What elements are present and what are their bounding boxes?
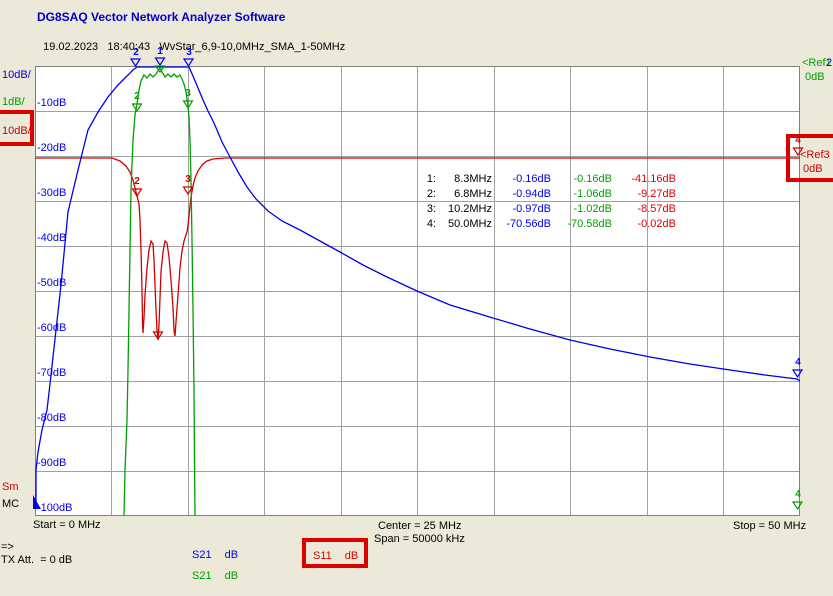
- marker-s21-green: -70.58dB: [567, 218, 612, 230]
- marker-id: 1:: [426, 173, 436, 185]
- legend-s21-blue-unit[interactable]: dB: [224, 549, 239, 561]
- legend-s21-green-unit[interactable]: dB: [224, 570, 239, 582]
- marker-3-blue-number[interactable]: 3: [186, 47, 192, 58]
- y-axis-label: -90dB: [37, 457, 67, 469]
- marker-table-row: 2: 6.8MHz -0.94dB -1.06dB -9.27dB: [404, 188, 676, 200]
- marker-table-row: 1: 8.3MHz -0.16dB -0.16dB -41.16dB: [404, 173, 676, 185]
- ref3-red-value: 0dB: [803, 163, 823, 175]
- scale-red-label[interactable]: 10dB/: [2, 125, 31, 137]
- y-axis-label: -20dB: [37, 142, 67, 154]
- ref2-blue-label[interactable]: 2: [826, 57, 833, 69]
- y-axis-label: -100dB: [37, 502, 73, 514]
- legend-s21-green-label[interactable]: S21: [192, 570, 212, 582]
- marker-2-red-number[interactable]: 2: [134, 176, 140, 187]
- marker-s11-red: -8.57dB: [637, 203, 676, 215]
- marker-4-red-icon[interactable]: [792, 147, 804, 157]
- y-axis-label: -70dB: [37, 367, 67, 379]
- marker-s21-green: -0.16dB: [573, 173, 612, 185]
- marker-id: 2:: [426, 188, 436, 200]
- legend-s11-red-label[interactable]: S11: [313, 550, 332, 562]
- marker-s21-blue: -0.94dB: [512, 188, 551, 200]
- marker-frequency: 50.0MHz: [447, 218, 492, 230]
- marker-3-red-number[interactable]: 3: [185, 174, 191, 185]
- annotation-box-scale-red: [0, 110, 34, 146]
- tx-attenuation-label: TX Att. = 0 dB: [1, 554, 73, 566]
- center-frequency-label: Center = 25 MHz: [378, 520, 462, 532]
- marker-1-red-icon[interactable]: [152, 331, 164, 341]
- marker-1-blue-number[interactable]: 1: [157, 46, 163, 57]
- filename-label: WvStar_6,9-10,0MHz_SMA_1-50MHz: [159, 41, 346, 53]
- marker-s11-red: -9.27dB: [637, 188, 676, 200]
- annotation-box-s11: [302, 538, 368, 568]
- scale-green-label[interactable]: 1dB/: [2, 96, 25, 108]
- marker-frequency: 6.8MHz: [454, 188, 492, 200]
- marker-3-green-icon[interactable]: [182, 100, 194, 110]
- legend-s21-green[interactable]: S21 dB: [192, 570, 238, 582]
- time-label: 18:40:43: [107, 41, 151, 53]
- arrow-label: =>: [1, 541, 14, 553]
- ref1-green-label[interactable]: <Ref1: [802, 57, 832, 69]
- marker-s21-blue: -0.16dB: [512, 173, 551, 185]
- legend-s11-red-unit[interactable]: dB: [344, 550, 359, 562]
- marker-s21-green: -1.02dB: [573, 203, 612, 215]
- start-frequency-label: Start = 0 MHz: [33, 519, 101, 531]
- marker-4-blue-number[interactable]: 4: [795, 357, 801, 368]
- y-axis-label: -50dB: [37, 277, 67, 289]
- marker-4-red-number[interactable]: 4: [795, 135, 801, 146]
- marker-3-red-icon[interactable]: [182, 186, 194, 196]
- marker-2-green-icon[interactable]: [131, 103, 143, 113]
- scale-blue-label[interactable]: 10dB/: [2, 69, 31, 81]
- y-axis-label: -40dB: [37, 232, 67, 244]
- annotation-box-ref3: [786, 134, 833, 182]
- marker-table-row: 4: 50.0MHz -70.56dB -70.58dB -0.02dB: [404, 218, 676, 230]
- mc-status-label: MC: [2, 498, 20, 510]
- trace-info-line: 19.02.2023 18:40:43 WvStar_6,9-10,0MHz_S…: [37, 29, 345, 53]
- app-title: DG8SAQ Vector Network Analyzer Software: [37, 10, 286, 24]
- s11-red-trace: [35, 157, 800, 341]
- marker-2-blue-number[interactable]: 2: [133, 47, 139, 58]
- marker-2-green-number[interactable]: 2: [134, 91, 140, 102]
- marker-1-blue-icon[interactable]: [154, 57, 166, 67]
- marker-table-row: 3: 10.2MHz -0.97dB -1.02dB -8.57dB: [404, 203, 676, 215]
- marker-s21-blue: -0.97dB: [512, 203, 551, 215]
- legend-s21-blue-label[interactable]: S21: [192, 549, 212, 561]
- sm-status-label: Sm: [2, 481, 19, 493]
- y-axis-label: -60dB: [37, 322, 67, 334]
- span-label: Span = 50000 kHz: [374, 533, 465, 545]
- stop-frequency-label: Stop = 50 MHz: [733, 520, 807, 532]
- ref1-green-value: 0dB: [805, 71, 825, 83]
- plot-border: [35, 66, 800, 516]
- marker-4-green-icon[interactable]: [791, 501, 804, 511]
- marker-s21-blue: -70.56dB: [506, 218, 551, 230]
- legend-s11-red[interactable]: S11 dB: [313, 550, 358, 562]
- y-axis-label: -10dB: [37, 97, 67, 109]
- marker-id: 3:: [426, 203, 436, 215]
- legend-s21-blue[interactable]: S21 dB: [192, 549, 238, 561]
- y-axis-label: -30dB: [37, 187, 67, 199]
- y-axis-label: -80dB: [37, 412, 67, 424]
- blue-trace-start-flag: [33, 495, 41, 509]
- ref3-red-label[interactable]: <Ref3: [800, 149, 830, 161]
- marker-3-green-number[interactable]: 3: [185, 88, 191, 99]
- s21-blue-trace: [35, 66, 801, 509]
- marker-s11-red: -41.16dB: [631, 173, 676, 185]
- marker-4-blue-icon[interactable]: [791, 369, 804, 379]
- marker-3-blue-icon[interactable]: [182, 58, 195, 68]
- marker-s11-red: -0.02dB: [637, 218, 676, 230]
- marker-frequency: 8.3MHz: [454, 173, 492, 185]
- marker-id: 4:: [426, 218, 436, 230]
- marker-2-red-icon[interactable]: [131, 188, 143, 198]
- date-label: 19.02.2023: [43, 41, 99, 53]
- marker-1-green-icon[interactable]: [154, 65, 166, 73]
- marker-4-green-number[interactable]: 4: [795, 489, 801, 500]
- marker-s21-green: -1.06dB: [573, 188, 612, 200]
- marker-2-blue-icon[interactable]: [129, 58, 142, 68]
- marker-frequency: 10.2MHz: [447, 203, 492, 215]
